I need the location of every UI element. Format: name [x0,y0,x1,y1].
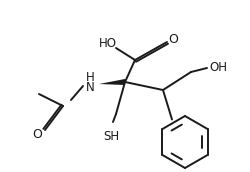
Text: OH: OH [208,61,226,73]
Text: HO: HO [98,36,116,50]
Polygon shape [98,79,124,85]
Text: SH: SH [102,130,118,142]
Text: O: O [168,33,177,46]
Text: H: H [85,71,94,83]
Text: O: O [32,128,42,142]
Text: N: N [85,80,94,94]
